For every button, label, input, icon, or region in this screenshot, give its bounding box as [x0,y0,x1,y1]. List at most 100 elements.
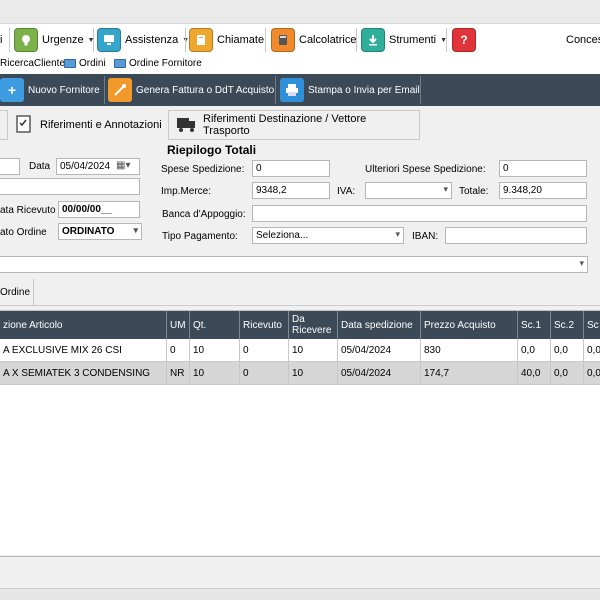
spese-spedizione-field[interactable]: 0 [252,160,330,177]
cell-da-ricevere: 10 [289,362,338,385]
data-field[interactable]: 05/04/2024 [56,158,140,175]
table-row[interactable]: A X SEMIATEK 3 CONDENSING NR 10 0 10 05/… [0,362,600,385]
col-sc1[interactable]: Sc.1 [518,311,551,339]
menu-strumenti-label: Strumenti [389,34,437,46]
stampa-invia-button[interactable]: Stampa o Invia per Email [280,77,424,103]
col-da-ricevere[interactable]: Da Ricevere [289,311,338,339]
subtab-ordine-label: Ordine [0,286,31,298]
menu-item-partial-label: i [0,34,3,46]
order-number-field[interactable] [0,158,20,175]
urgenze-icon [14,28,38,52]
cell-descrizione: A EXCLUSIVE MIX 26 CSI [0,339,167,362]
monitor-icon [97,28,121,52]
cell-sc1: 0,0 [518,339,551,362]
imp-merce-field[interactable]: 9348,2 [252,182,330,199]
link-ricerca-cliente-label: RicercaCliente [0,58,66,69]
link-ordine-fornitore-label: Ordine Fornitore [129,58,202,69]
col-prezzo[interactable]: Prezzo Acquisto [421,311,518,339]
cell-da-ricevere: 10 [289,339,338,362]
menu-urgenze-label: Urgenze [42,34,84,46]
cell-ricevuto: 0 [240,362,289,385]
tipo-pagamento-select[interactable]: Seleziona... [252,227,404,244]
totale-field[interactable]: 9.348,20 [499,182,587,199]
tab-riferimenti-annotazioni[interactable]: Riferimenti e Annotazioni [8,110,168,140]
chevron-down-icon: ▼ [440,36,448,44]
col-sc3[interactable]: Sc [584,311,600,339]
stato-ordine-value: ORDINATO [62,226,115,237]
table-row[interactable]: A EXCLUSIVE MIX 26 CSI 0 10 0 10 05/04/2… [0,339,600,362]
spese-spedizione-label: Spese Spedizione: [161,164,245,175]
banca-label: Banca d'Appoggio: [162,209,246,220]
cell-data-spedizione: 05/04/2024 [338,362,421,385]
download-icon [361,28,385,52]
nuovo-fornitore-button[interactable]: + Nuovo Fornitore [0,77,104,103]
menu-item-partial[interactable]: i [0,27,2,53]
menu-conces[interactable]: Conces [566,27,600,53]
magic-wand-icon [108,78,132,102]
cell-qt: 10 [190,362,240,385]
main-menu-bar: i Urgenze ▼ Assistenza ▼ Chiamate Calcol… [0,24,600,56]
nuovo-fornitore-label: Nuovo Fornitore [28,84,100,96]
col-um[interactable]: UM [167,311,190,339]
tab-riferimenti-destinazione[interactable]: Riferimenti Destinazione / Vettore Trasp… [168,110,420,140]
iban-label: IBAN: [412,231,439,242]
menu-separator [446,28,447,52]
data-field-value: 05/04/2024 [60,161,111,172]
col-sc2[interactable]: Sc.2 [551,311,584,339]
menu-separator [9,28,10,52]
cell-prezzo: 830 [421,339,518,362]
cell-qt: 10 [190,339,240,362]
action-toolbar: + Nuovo Fornitore Genera Fattura o DdT A… [0,74,600,106]
cell-data-spedizione: 05/04/2024 [338,339,421,362]
help-button[interactable]: ? [452,27,476,53]
ulteriori-spese-field[interactable]: 0 [499,160,587,177]
genera-fattura-button[interactable]: Genera Fattura o DdT Acquisto [108,77,278,103]
stato-ordine-label: ato Ordine [0,227,47,238]
menu-calcolatrice[interactable]: Calcolatrice [271,27,356,53]
calendar-icon[interactable]: ▦▾ [116,160,131,171]
shortcut-links-bar: RicercaCliente Ordini Ordine Fornitore [0,56,600,74]
link-ordine-fornitore[interactable]: Ordine Fornitore [114,58,202,69]
menu-separator [93,28,94,52]
iva-select[interactable] [365,182,452,199]
grid-header: zione Articolo UM Qt. Ricevuto Da Riceve… [0,311,600,339]
iban-field[interactable] [445,227,587,244]
cell-ricevuto: 0 [240,339,289,362]
articles-grid: zione Articolo UM Qt. Ricevuto Da Riceve… [0,310,600,555]
col-qt[interactable]: Qt. [190,311,240,339]
menu-calcolatrice-label: Calcolatrice [299,34,357,46]
phonebook-icon [189,28,213,52]
link-ricerca-cliente[interactable]: RicercaCliente [0,58,65,69]
col-descrizione[interactable]: zione Articolo [0,311,167,339]
supplier-field[interactable] [0,178,140,195]
ulteriori-spese-value: 0 [503,163,509,174]
cell-sc2: 0,0 [551,339,584,362]
menu-strumenti[interactable]: Strumenti ▼ [361,27,447,53]
tab-strip: Riferimenti e Annotazioni Riferimenti De… [0,110,600,140]
data-ricevuto-label: ata Ricevuto [0,205,56,216]
banca-field[interactable] [252,205,587,222]
wide-select[interactable] [0,256,588,273]
tipo-pagamento-label: Tipo Pagamento: [162,231,238,242]
help-icon: ? [452,28,476,52]
iva-label: IVA: [337,186,356,197]
col-data-spedizione[interactable]: Data spedizione [338,311,421,339]
tab-partial[interactable] [0,110,8,140]
subtab-ordine[interactable]: Ordine [0,279,34,305]
totale-value: 9.348,20 [503,185,542,196]
link-ordini[interactable]: Ordini [64,58,106,69]
menu-urgenze[interactable]: Urgenze ▼ [14,27,95,53]
menu-separator [185,28,186,52]
menu-assistenza[interactable]: Assistenza ▼ [97,27,189,53]
tab-riferimenti-destinazione-label: Riferimenti Destinazione / Vettore Trasp… [203,113,367,137]
menu-chiamate[interactable]: Chiamate [189,27,264,53]
data-ricevuto-field[interactable]: 00/00/00__ [58,201,140,218]
cell-sc1: 40,0 [518,362,551,385]
stato-ordine-select[interactable]: ORDINATO [58,223,142,240]
toolbar-separator [420,76,421,104]
data-label: Data [29,161,51,172]
checklist-icon [14,114,34,137]
cell-sc3: 0,0 [584,339,600,362]
col-ricevuto[interactable]: Ricevuto [240,311,289,339]
cell-sc2: 0,0 [551,362,584,385]
